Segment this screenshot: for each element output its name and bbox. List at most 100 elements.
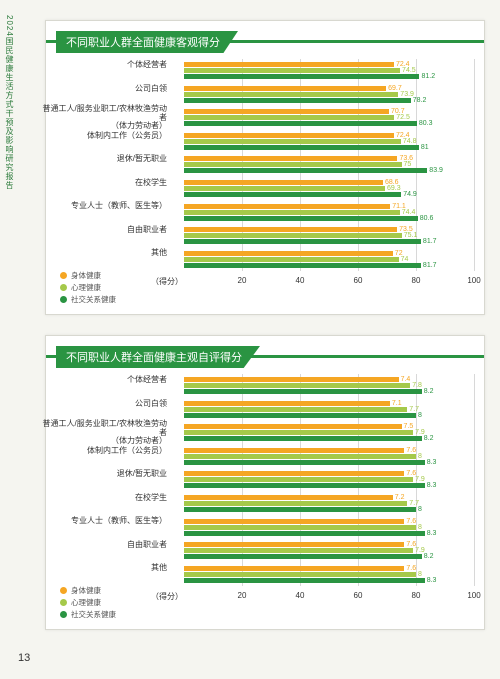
category-row: 其他7.688.3 — [184, 562, 462, 586]
x-tick-label: 40 — [296, 276, 305, 285]
bar-value-label: 74.4 — [402, 209, 416, 216]
bar-value-label: 81.7 — [423, 262, 437, 269]
legend-swatch — [60, 272, 67, 279]
legend-label: 身体健康 — [71, 585, 101, 596]
bar-value-label: 80.6 — [420, 215, 434, 222]
x-tick-label: 60 — [354, 591, 363, 600]
category-label: 个体经营者 — [42, 376, 167, 384]
panel-title: 不同职业人群全面健康主观自评得分 — [56, 346, 260, 368]
bar — [184, 389, 422, 394]
legend-item: 身体健康 — [60, 585, 116, 596]
page-number: 13 — [18, 652, 30, 664]
chart-area: 20406080100个体经营者72.474.581.2公司白领69.773.9… — [56, 57, 474, 287]
bar — [184, 383, 410, 388]
bar-value-label: 8.2 — [424, 388, 434, 395]
category-row: 在校学生7.27.78 — [184, 492, 462, 516]
bar-value-label: 8.2 — [424, 553, 434, 560]
bar-value-label: 8.3 — [427, 482, 437, 489]
bar-value-label: 7.9 — [415, 476, 425, 483]
legend-item: 身体健康 — [60, 270, 116, 281]
bar — [184, 239, 421, 244]
panel-header: 不同职业人群全面健康客观得分 — [46, 31, 484, 53]
bar — [184, 436, 422, 441]
legend: 身体健康心理健康社交关系健康 — [60, 585, 116, 621]
bar-value-label: 7.4 — [401, 376, 411, 383]
category-row: 专业人士（教师、医生等）7.688.3 — [184, 515, 462, 539]
bar — [184, 572, 416, 577]
x-tick-label: 40 — [296, 591, 305, 600]
bar — [184, 192, 401, 197]
category-row: 公司白领69.773.978.2 — [184, 83, 462, 107]
legend-swatch — [60, 587, 67, 594]
bar — [184, 156, 397, 161]
bar-value-label: 8 — [418, 506, 422, 513]
bar — [184, 109, 389, 114]
bar-value-label: 8 — [418, 524, 422, 531]
bar-value-label: 83.9 — [429, 167, 443, 174]
bar — [184, 501, 407, 506]
category-row: 普通工人/服务业职工/农林牧渔劳动者 （体力劳动者）7.57.98.2 — [184, 421, 462, 445]
category-label: 在校学生 — [42, 179, 167, 187]
bar-value-label: 7.8 — [412, 382, 422, 389]
side-vertical-label: 2024国民健康生活方式干预及影响研究报告 — [4, 15, 15, 190]
chart-panel-objective: 不同职业人群全面健康客观得分 20406080100个体经营者72.474.58… — [45, 20, 485, 315]
bar — [184, 210, 400, 215]
legend-swatch — [60, 296, 67, 303]
category-row: 自由职业者73.575.181.7 — [184, 224, 462, 248]
bar — [184, 92, 398, 97]
bar-value-label: 69.3 — [387, 185, 401, 192]
bar — [184, 145, 419, 150]
legend-item: 心理健康 — [60, 282, 116, 293]
category-row: 退休/暂无职业73.67583.9 — [184, 153, 462, 177]
bar — [184, 554, 422, 559]
bar — [184, 180, 383, 185]
category-row: 普通工人/服务业职工/农林牧渔劳动者 （体力劳动者）70.772.580.3 — [184, 106, 462, 130]
category-row: 退休/暂无职业7.67.98.3 — [184, 468, 462, 492]
legend: 身体健康心理健康社交关系健康 — [60, 270, 116, 306]
bar — [184, 401, 390, 406]
bar — [184, 251, 393, 256]
legend-label: 心理健康 — [71, 597, 101, 608]
bar-value-label: 8.3 — [427, 530, 437, 537]
x-tick-label: 100 — [467, 276, 480, 285]
axis-caption: （得分） — [151, 276, 183, 287]
gridline — [474, 59, 475, 271]
x-tick-label: 80 — [412, 276, 421, 285]
legend-item: 心理健康 — [60, 597, 116, 608]
legend-swatch — [60, 611, 67, 618]
x-tick-label: 20 — [238, 591, 247, 600]
bar-value-label: 7.1 — [392, 400, 402, 407]
bar — [184, 168, 427, 173]
category-row: 专业人士（教师、医生等）71.174.480.6 — [184, 200, 462, 224]
bar-value-label: 8.3 — [427, 459, 437, 466]
bar — [184, 507, 416, 512]
x-tick-label: 20 — [238, 276, 247, 285]
legend-label: 身体健康 — [71, 270, 101, 281]
bar — [184, 430, 413, 435]
bar-value-label: 7.6 — [406, 565, 416, 572]
legend-swatch — [60, 599, 67, 606]
bar — [184, 233, 402, 238]
bar-value-label: 72.5 — [396, 114, 410, 121]
category-label: 普通工人/服务业职工/农林牧渔劳动者 （体力劳动者） — [42, 105, 167, 130]
chart-area: 20406080100个体经营者7.47.88.2公司白领7.17.78普通工人… — [56, 372, 474, 602]
bar — [184, 204, 390, 209]
bar-value-label: 81 — [421, 144, 429, 151]
bar — [184, 454, 416, 459]
category-row: 公司白领7.17.78 — [184, 398, 462, 422]
category-row: 个体经营者7.47.88.2 — [184, 374, 462, 398]
bar — [184, 162, 402, 167]
bar-value-label: 81.7 — [423, 238, 437, 245]
bar-value-label: 74.9 — [403, 191, 417, 198]
category-label: 公司白领 — [42, 85, 167, 93]
bar — [184, 257, 399, 262]
legend-label: 社交关系健康 — [71, 609, 116, 620]
legend-item: 社交关系健康 — [60, 609, 116, 620]
category-row: 体制内工作（公务员）72.474.881 — [184, 130, 462, 154]
legend-label: 社交关系健康 — [71, 294, 116, 305]
bar — [184, 566, 404, 571]
category-row: 体制内工作（公务员）7.688.3 — [184, 445, 462, 469]
bar — [184, 519, 404, 524]
legend-label: 心理健康 — [71, 282, 101, 293]
category-label: 个体经营者 — [42, 61, 167, 69]
